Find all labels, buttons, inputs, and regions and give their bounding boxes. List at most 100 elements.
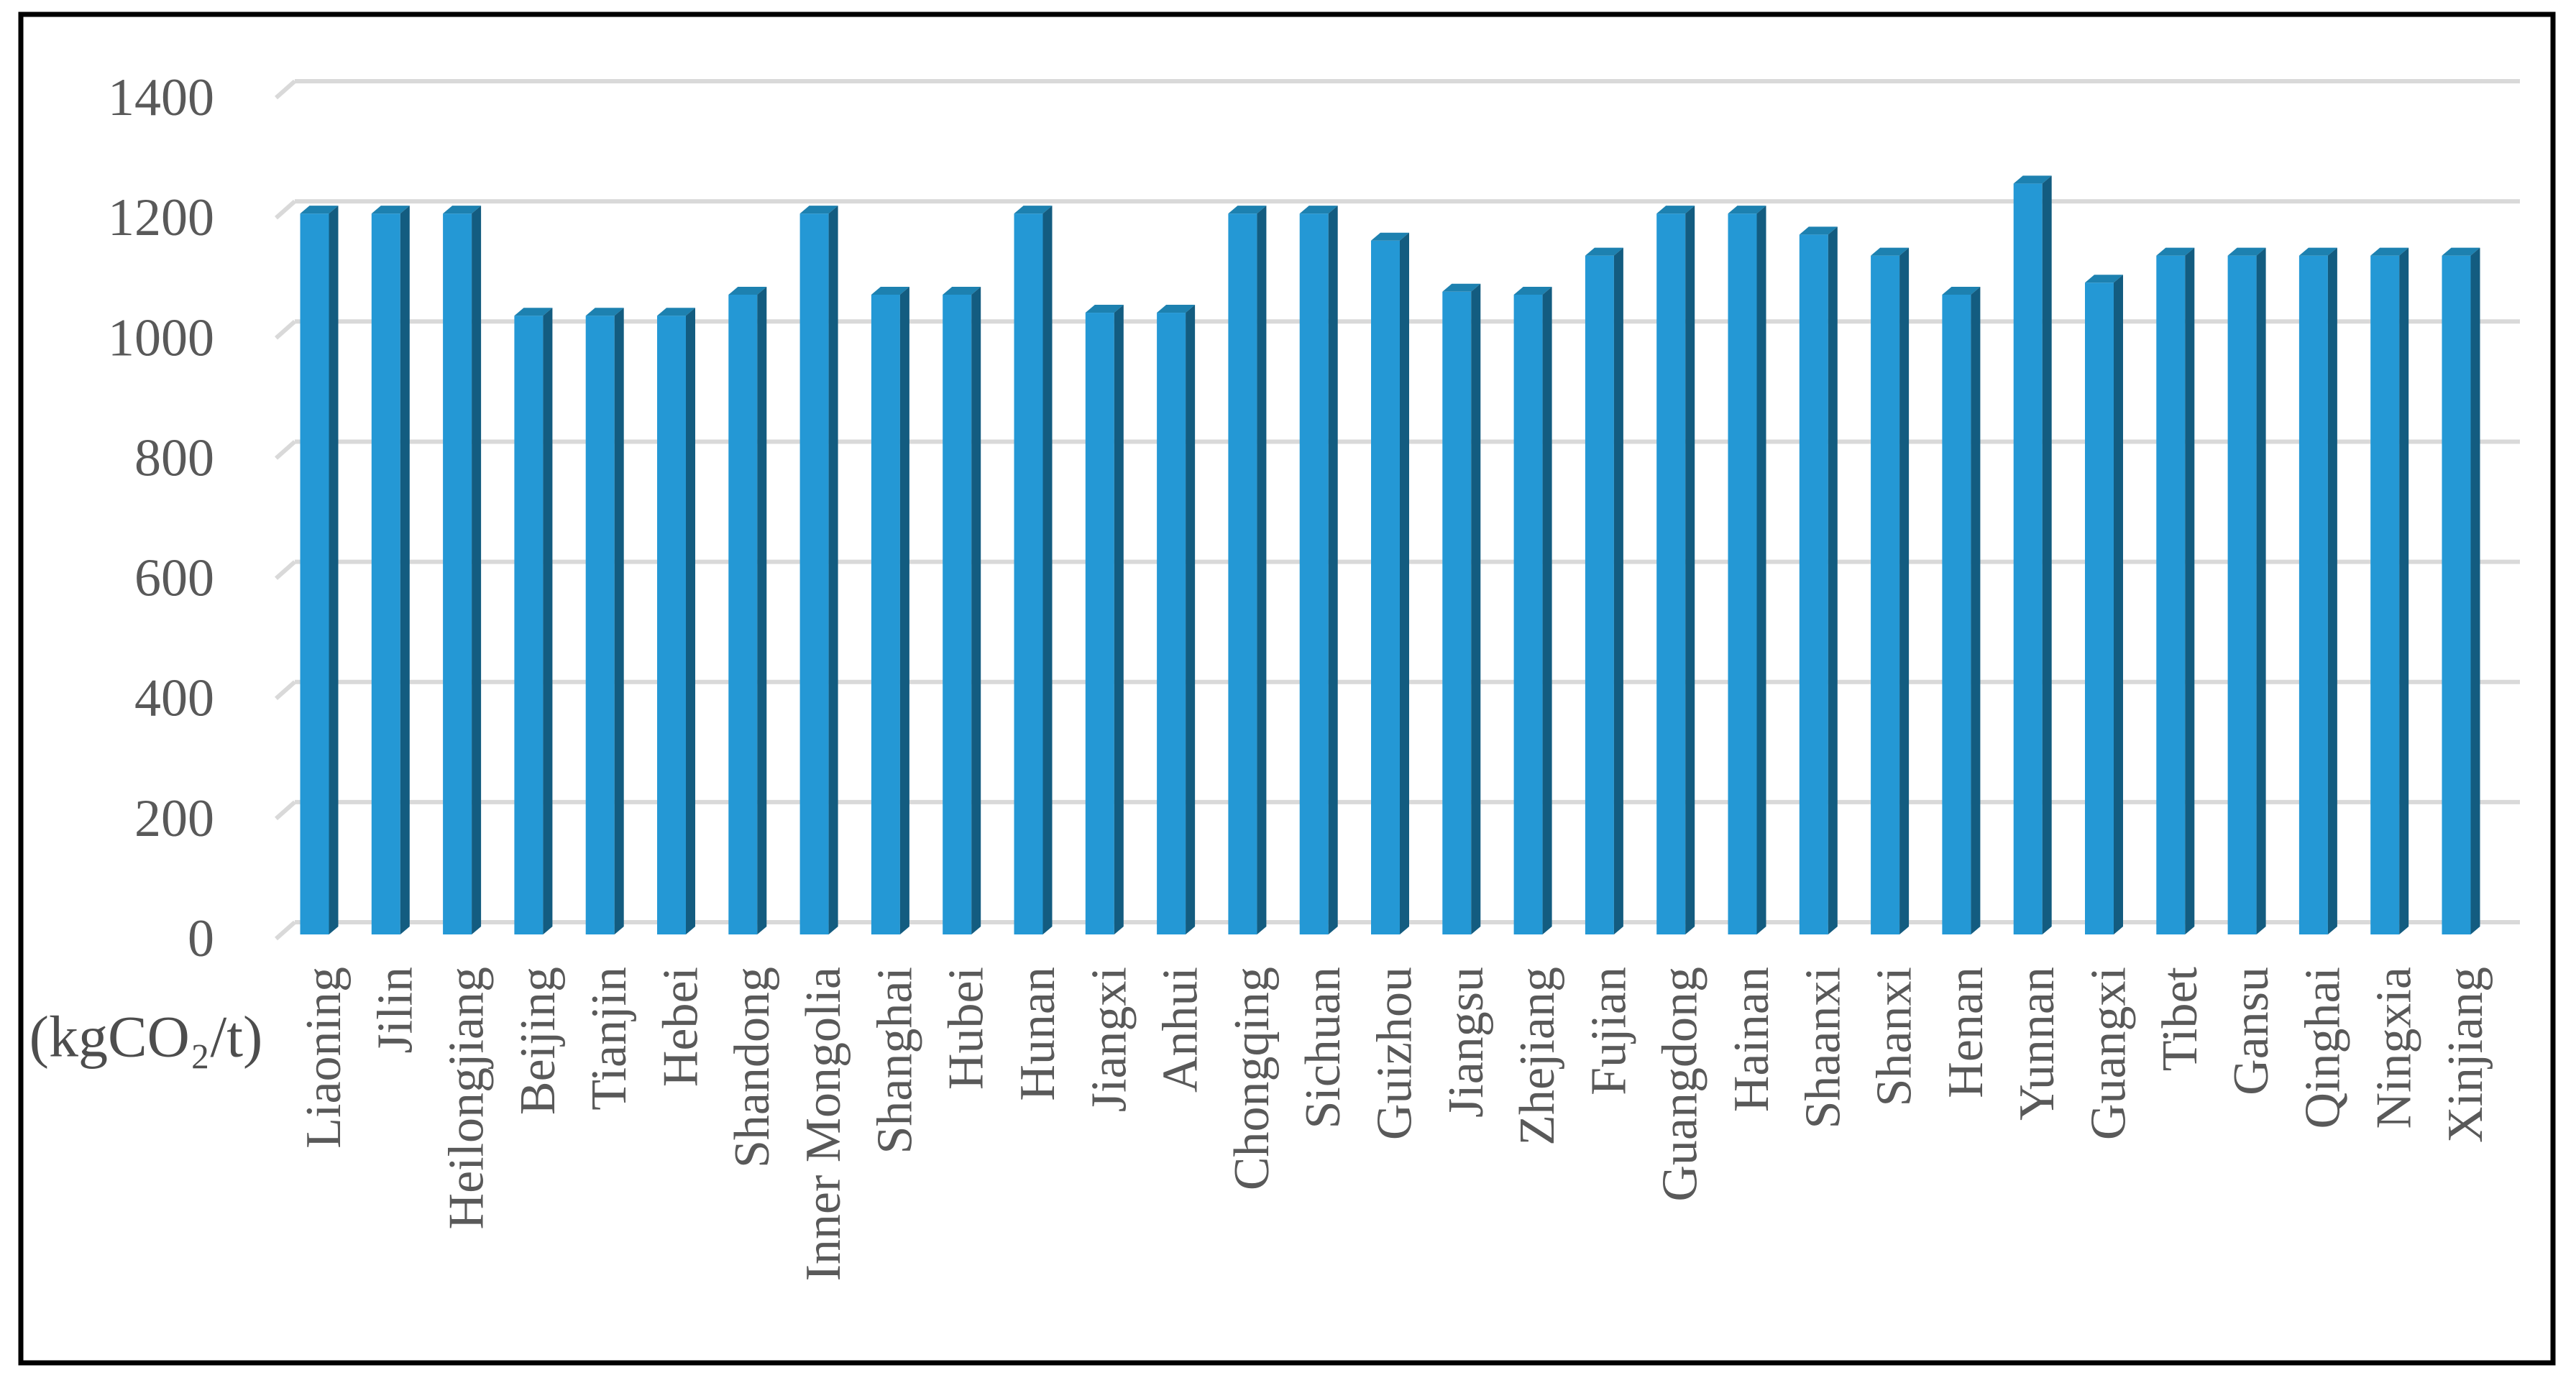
bar-front-face xyxy=(1799,234,1828,934)
bar-top-face xyxy=(1585,247,1623,256)
y-tick-label: 600 xyxy=(134,549,214,608)
bar xyxy=(2442,247,2480,934)
bar-side-face xyxy=(1899,247,1910,934)
bar-side-face xyxy=(2042,175,2052,934)
bar xyxy=(1513,286,1552,934)
bar-front-face xyxy=(1085,313,1114,934)
bar-top-face xyxy=(943,286,981,295)
x-category-label: Shanghai xyxy=(867,967,922,1154)
bar-top-face xyxy=(1157,305,1196,313)
bar-top-face xyxy=(1442,283,1481,292)
bar-top-face xyxy=(1871,247,1910,256)
bar-top-face xyxy=(2156,247,2195,256)
bar-side-face xyxy=(1042,206,1053,934)
bar xyxy=(1799,226,1838,934)
bar-top-face xyxy=(1656,206,1695,214)
bar-front-face xyxy=(514,316,544,934)
bar xyxy=(1014,206,1053,934)
bar xyxy=(943,286,981,934)
bar-top-face xyxy=(585,308,624,316)
axis-tick xyxy=(275,79,296,100)
bar-top-face xyxy=(799,206,838,214)
bar-top-face xyxy=(1014,206,1053,214)
bar-side-face xyxy=(1971,286,1981,934)
x-category-label: Shaanxi xyxy=(1795,967,1851,1129)
x-category-label: Shandong xyxy=(725,967,780,1168)
bar-side-face xyxy=(543,308,553,934)
x-category-label: Chongqing xyxy=(1224,967,1280,1190)
bar xyxy=(2227,247,2266,934)
bar-front-face xyxy=(1513,294,1543,934)
axis-tick xyxy=(275,800,296,821)
x-category-label: Jiangsu xyxy=(1439,967,1494,1118)
bar xyxy=(1371,232,1409,935)
bar-top-face xyxy=(728,286,767,295)
figure-border xyxy=(18,12,2556,1366)
bar xyxy=(1585,247,1623,934)
x-category-label: Hainan xyxy=(1724,967,1779,1112)
bar-side-face xyxy=(2470,247,2480,934)
x-category-label: Hubei xyxy=(939,967,994,1090)
bar-side-face xyxy=(1400,232,1409,935)
bar xyxy=(443,206,482,934)
bar-front-face xyxy=(1871,255,1900,934)
bars xyxy=(300,175,2480,935)
bar-front-face xyxy=(1157,313,1186,934)
y-tick-label: 0 xyxy=(188,909,214,968)
bar-top-face xyxy=(1085,305,1124,313)
y-tick-label: 1000 xyxy=(108,308,214,367)
axis-tick xyxy=(275,560,296,580)
bar-side-face xyxy=(1257,206,1267,934)
bar-front-face xyxy=(1585,255,1614,934)
bar-front-face xyxy=(300,213,329,934)
bar-top-face xyxy=(1513,286,1552,295)
bar-front-face xyxy=(943,294,972,934)
bar-front-face xyxy=(871,294,900,934)
bar xyxy=(1942,286,1981,934)
bar-top-face xyxy=(443,206,482,214)
bar-front-face xyxy=(1442,291,1472,934)
bar-side-face xyxy=(400,206,410,934)
x-category-label: Heilongjiang xyxy=(439,967,495,1229)
bar-side-face xyxy=(1613,247,1623,934)
x-category-label: Anhui xyxy=(1153,967,1209,1093)
bar xyxy=(1656,206,1695,934)
bar-front-face xyxy=(2156,255,2186,934)
x-category-label: Guizhou xyxy=(1367,967,1423,1140)
bar-top-face xyxy=(2370,247,2409,256)
bar xyxy=(1228,206,1267,934)
bar-top-face xyxy=(1228,206,1267,214)
x-category-label: Xinjiang xyxy=(2438,967,2493,1143)
bar-front-face xyxy=(1299,213,1329,934)
axis-tick xyxy=(275,920,296,941)
bar xyxy=(514,308,553,934)
bar-front-face xyxy=(1656,213,1686,934)
x-axis-category-labels: Liaoning Jilin Heilongjiang Beijing Tianjin H… xyxy=(296,966,2493,1281)
x-category-label: Gansu xyxy=(2224,967,2279,1095)
bar-side-face xyxy=(2327,247,2337,934)
bar-top-face xyxy=(657,308,695,316)
x-category-label: Tianjin xyxy=(582,967,637,1111)
bar-top-face xyxy=(1299,206,1338,214)
x-category-label: Fujian xyxy=(1581,967,1636,1095)
x-category-label: Guangxi xyxy=(2081,967,2137,1140)
bar-front-face xyxy=(2013,183,2043,934)
bar-top-face xyxy=(2085,275,2123,283)
bar-top-face xyxy=(1371,232,1409,241)
bar-side-face xyxy=(2399,247,2409,934)
bar-top-face xyxy=(2298,247,2337,256)
bar-front-face xyxy=(585,316,615,934)
bar-front-face xyxy=(799,213,829,934)
bar-side-face xyxy=(757,286,767,934)
x-category-label: Ningxia xyxy=(2367,967,2422,1129)
y-tick-label: 1400 xyxy=(108,68,214,127)
axis-tick xyxy=(275,440,296,460)
bar xyxy=(2370,247,2409,934)
y-axis-tick-labels: 0 200 400 600 800 1000 1200 1400 xyxy=(108,68,214,968)
bar xyxy=(2156,247,2195,934)
y-tick-label: 800 xyxy=(134,428,214,487)
y-tick-label: 1200 xyxy=(108,188,214,247)
axis-tick xyxy=(275,320,296,340)
bar-top-face xyxy=(1728,206,1766,214)
bar xyxy=(1299,206,1338,934)
